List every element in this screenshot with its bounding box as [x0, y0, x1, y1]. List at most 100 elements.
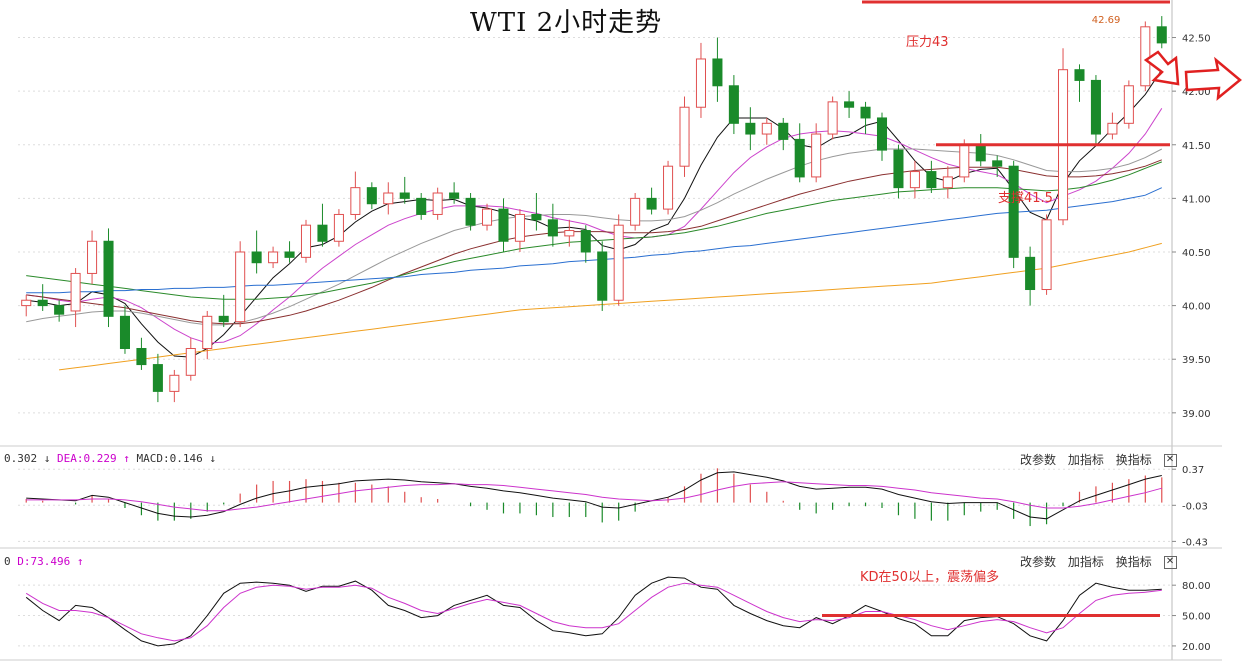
candle-body — [70, 272, 81, 312]
candle-body — [366, 187, 377, 205]
candle-body — [416, 197, 427, 215]
macd-tick-label: -0.43 — [1182, 537, 1208, 548]
candle-body — [251, 251, 262, 264]
candle-body — [531, 213, 542, 221]
decoration-layer — [1143, 50, 1242, 101]
candle-body — [876, 117, 888, 151]
candle-body — [432, 192, 443, 215]
candle-body — [169, 374, 180, 392]
kdj-tick-label: 20.00 — [1182, 642, 1211, 653]
candle-body — [514, 213, 525, 242]
candle-body — [103, 240, 114, 317]
price-tick-label: 42.50 — [1182, 34, 1211, 45]
resistance-annotation: 压力43 — [906, 35, 949, 50]
ma-line-ma10 — [26, 108, 1163, 344]
candle-body — [1123, 85, 1134, 124]
candle-body — [284, 251, 295, 258]
kdj-header: 0 D:73.496 ↑ — [4, 555, 83, 568]
macd-dea-value: DEA:0.229 ↑ — [56, 452, 130, 465]
candle-body — [580, 230, 591, 253]
kdj-edit-params-button[interactable]: 改参数 — [1020, 555, 1057, 569]
kdj-close-icon[interactable]: ✕ — [1163, 556, 1177, 569]
candle-body — [1025, 256, 1036, 291]
candle-body — [860, 106, 871, 119]
support-annotation: 支撑41.5 — [998, 191, 1053, 206]
candle-body — [975, 144, 986, 162]
candle-body — [597, 251, 608, 301]
macd-switch-indicator-button[interactable]: 换指标 — [1115, 453, 1152, 467]
candle-body — [482, 208, 493, 226]
candle-body — [317, 224, 328, 242]
candle-body — [992, 160, 1003, 167]
macd-panel — [25, 468, 1163, 527]
candle-body — [1090, 79, 1101, 135]
macd-add-indicator-button[interactable]: 加指标 — [1067, 453, 1104, 467]
macd-header: 0.302 ↓ DEA:0.229 ↑ MACD:0.146 ↓ — [4, 452, 216, 465]
red-arrow-icon — [1184, 56, 1242, 101]
candle-body — [268, 251, 279, 264]
macd-tick-label: -0.03 — [1182, 501, 1208, 512]
kdj-add-indicator-button[interactable]: 加指标 — [1067, 555, 1104, 569]
macd-macd-value: MACD:0.146 ↓ — [136, 452, 216, 465]
macd-panel-buttons: 改参数 加指标 换指标 ✕ — [1012, 451, 1177, 468]
candle-body — [942, 176, 953, 189]
ma-line-ma250 — [59, 242, 1162, 371]
candle-body — [54, 305, 65, 315]
price-tick-label: 41.00 — [1182, 194, 1211, 205]
chart-title: WTI 2小时走势 — [470, 8, 663, 38]
kdj-tick-label: 50.00 — [1182, 612, 1211, 623]
candle-body — [926, 171, 937, 189]
candle-body — [745, 122, 756, 135]
ma-line-ma20 — [26, 148, 1163, 326]
kdj-tick-label: 80.00 — [1182, 581, 1211, 592]
candle-body — [350, 187, 361, 215]
candle-body — [794, 138, 805, 178]
kdj-k-line — [25, 576, 1162, 647]
candle-body — [646, 197, 657, 210]
price-panel: 42.69 — [21, 0, 1170, 403]
ma-line-ma5 — [26, 69, 1163, 358]
candle-body — [827, 101, 838, 135]
candle-body — [136, 347, 147, 366]
candle-body — [185, 347, 196, 376]
kdj-panel — [25, 576, 1162, 647]
candle-body — [300, 224, 312, 258]
kdj-switch-indicator-button[interactable]: 换指标 — [1115, 555, 1152, 569]
candle-body — [202, 315, 213, 349]
macd-close-icon[interactable]: ✕ — [1163, 454, 1177, 467]
kdj-d-value: D:73.496 ↑ — [17, 555, 84, 568]
kdj-panel-buttons: 改参数 加指标 换指标 ✕ — [1012, 553, 1177, 570]
candle-body — [712, 58, 723, 87]
candle-body — [498, 208, 509, 242]
candle-body — [811, 133, 822, 178]
price-tick-label: 40.50 — [1182, 248, 1211, 259]
ma-line-ma30 — [26, 159, 1162, 325]
candle-body — [235, 251, 246, 323]
candle-body — [21, 299, 32, 307]
candle-body — [893, 149, 904, 189]
price-tick-label: 42.00 — [1182, 87, 1211, 98]
macd-dif-value: 0.302 ↓ — [4, 452, 51, 465]
y-axis-layer: 42.50 42.00 41.50 41.00 40.50 40.00 39.50 39.00… — [0, 0, 1222, 661]
candle-body — [778, 122, 789, 140]
candle-body — [695, 58, 706, 108]
candle-body — [37, 299, 48, 307]
kdj-k-value: 0 — [4, 555, 11, 568]
candle-body — [1140, 26, 1151, 87]
ma-line-ma60 — [26, 161, 1162, 300]
candle-body — [613, 224, 624, 301]
candle-body — [383, 192, 394, 205]
red-arrow-icon — [1143, 50, 1180, 86]
candle-body — [564, 230, 575, 237]
candle-body — [449, 192, 460, 199]
candle-body — [761, 122, 772, 135]
candle-body — [547, 219, 558, 237]
ma-line-ma120 — [26, 187, 1163, 294]
price-tick-label: 39.50 — [1182, 355, 1211, 366]
candle-body — [1008, 165, 1019, 258]
candle-body — [728, 85, 739, 124]
candle-body — [333, 213, 344, 242]
macd-edit-params-button[interactable]: 改参数 — [1020, 453, 1057, 467]
